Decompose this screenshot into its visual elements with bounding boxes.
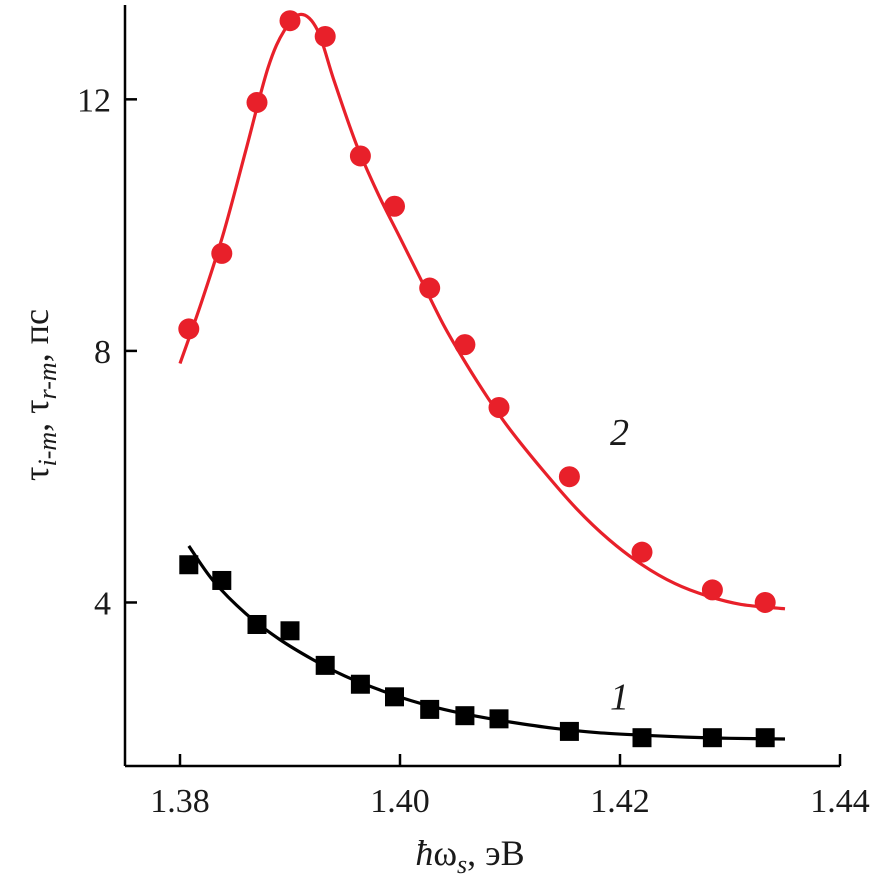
series-1-point <box>755 728 775 748</box>
series-1: 1 <box>179 544 786 748</box>
series-1-point <box>280 621 300 641</box>
series-2-point <box>178 318 200 340</box>
series-1-point <box>385 687 404 707</box>
x-tick-label: 1.38 <box>150 783 210 820</box>
series-1-point <box>315 655 335 675</box>
series-1-fit-line <box>187 544 786 741</box>
series-1-point <box>455 706 475 726</box>
series-1-point <box>420 699 440 719</box>
x-tick-label: 1.44 <box>810 783 870 820</box>
series-layer: 12 <box>178 10 786 748</box>
series-1-point <box>632 728 652 748</box>
series-2-point <box>419 277 441 299</box>
x-axis-title: ħωs, эВ <box>415 833 524 879</box>
series-2-point <box>349 145 371 167</box>
y-tick-label: 8 <box>94 334 111 371</box>
series-1-point <box>350 674 370 694</box>
series-2-point <box>314 25 336 47</box>
y-tick-label: 4 <box>94 585 111 622</box>
series-2-point <box>211 242 233 264</box>
series-2-label: 2 <box>610 412 629 454</box>
series-2-point <box>279 10 301 32</box>
series-2-point <box>454 334 476 356</box>
series-1-label: 1 <box>610 676 629 718</box>
series-2-point <box>701 579 723 601</box>
series-2-point <box>558 466 580 488</box>
series-1-point <box>559 721 579 741</box>
y-axis-title: τi-m, τr-m, пс <box>16 309 62 481</box>
series-2-fit-line <box>178 12 786 611</box>
series-1-point <box>702 728 722 748</box>
y-tick-label: 12 <box>77 82 111 119</box>
x-ticks: 1.38 1.40 1.42 1.44 <box>150 754 870 820</box>
series-2-point <box>246 91 268 113</box>
series-1-point <box>179 555 199 575</box>
series-2-point <box>754 591 776 613</box>
series-2: 2 <box>178 10 786 613</box>
x-tick-label: 1.42 <box>590 783 650 820</box>
x-tick-label: 1.40 <box>370 783 430 820</box>
series-1-point <box>247 614 267 634</box>
series-2-point <box>384 195 405 217</box>
series-2-point <box>631 541 653 563</box>
series-1-point <box>489 709 509 729</box>
y-ticks: 4 8 12 <box>77 82 137 622</box>
series-1-point <box>212 570 232 590</box>
series-2-point <box>488 397 510 419</box>
